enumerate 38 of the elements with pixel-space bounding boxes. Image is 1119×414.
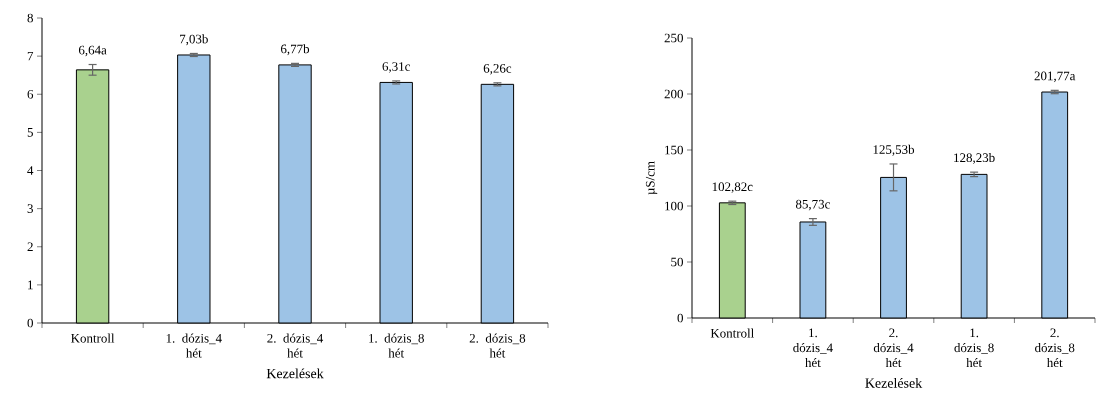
y-tick-label: 7 (27, 51, 34, 61)
x-tick-label: 2. dózis_8 hét (469, 333, 526, 358)
x-axis-title: Kezelések (865, 377, 923, 388)
x-tick-label: 1. dózis_8 hét (954, 328, 994, 368)
y-tick-label: 8 (27, 13, 33, 23)
y-tick-label: 3 (27, 204, 33, 213)
data-label: 6,26c (483, 64, 512, 75)
x-tick-label: Kontroll (71, 333, 115, 343)
y-tick-label: 2 (27, 242, 33, 252)
data-label: 6,31c (382, 62, 411, 73)
data-label: 125,53b (873, 144, 915, 156)
y-tick-label: 0 (27, 318, 33, 328)
y-tick-label: 50 (671, 257, 683, 267)
y-tick-label: 200 (664, 89, 683, 99)
y-tick-label: 6 (27, 89, 34, 99)
x-tick-label: 2. dózis_8 hét (1035, 328, 1075, 368)
y-tick-label: 250 (664, 33, 683, 43)
data-label: 102,82c (712, 182, 753, 193)
y-tick-label: 0 (677, 313, 683, 323)
x-tick-label: 1. dózis_8 hét (369, 333, 424, 358)
y-tick-label: 150 (665, 145, 683, 155)
y-tick-label: 1 (28, 280, 33, 290)
x-tick-label: 1. dózis_4 hét (166, 333, 222, 358)
x-axis-title: Kezelések (266, 368, 324, 379)
data-label: 85,73c (795, 199, 830, 211)
data-label: 6,77b (280, 44, 310, 56)
data-label: 6,64a (78, 45, 107, 57)
y-tick-label: 4 (27, 166, 34, 175)
x-tick-label: 2. dózis_4 hét (873, 328, 914, 368)
data-label: 128,23b (954, 152, 995, 164)
y-tick-label: 100 (665, 201, 683, 211)
x-tick-label: 2. dózis_4 hét (267, 333, 324, 358)
x-tick-label: Kontroll (710, 328, 754, 338)
x-tick-label: 1. dózis_4 hét (793, 328, 833, 368)
y-axis-title: µS/cm (645, 161, 658, 195)
data-label: 7,03b (180, 34, 208, 46)
y-tick-label: 5 (27, 128, 33, 137)
data-label: 201,77a (1034, 71, 1076, 83)
